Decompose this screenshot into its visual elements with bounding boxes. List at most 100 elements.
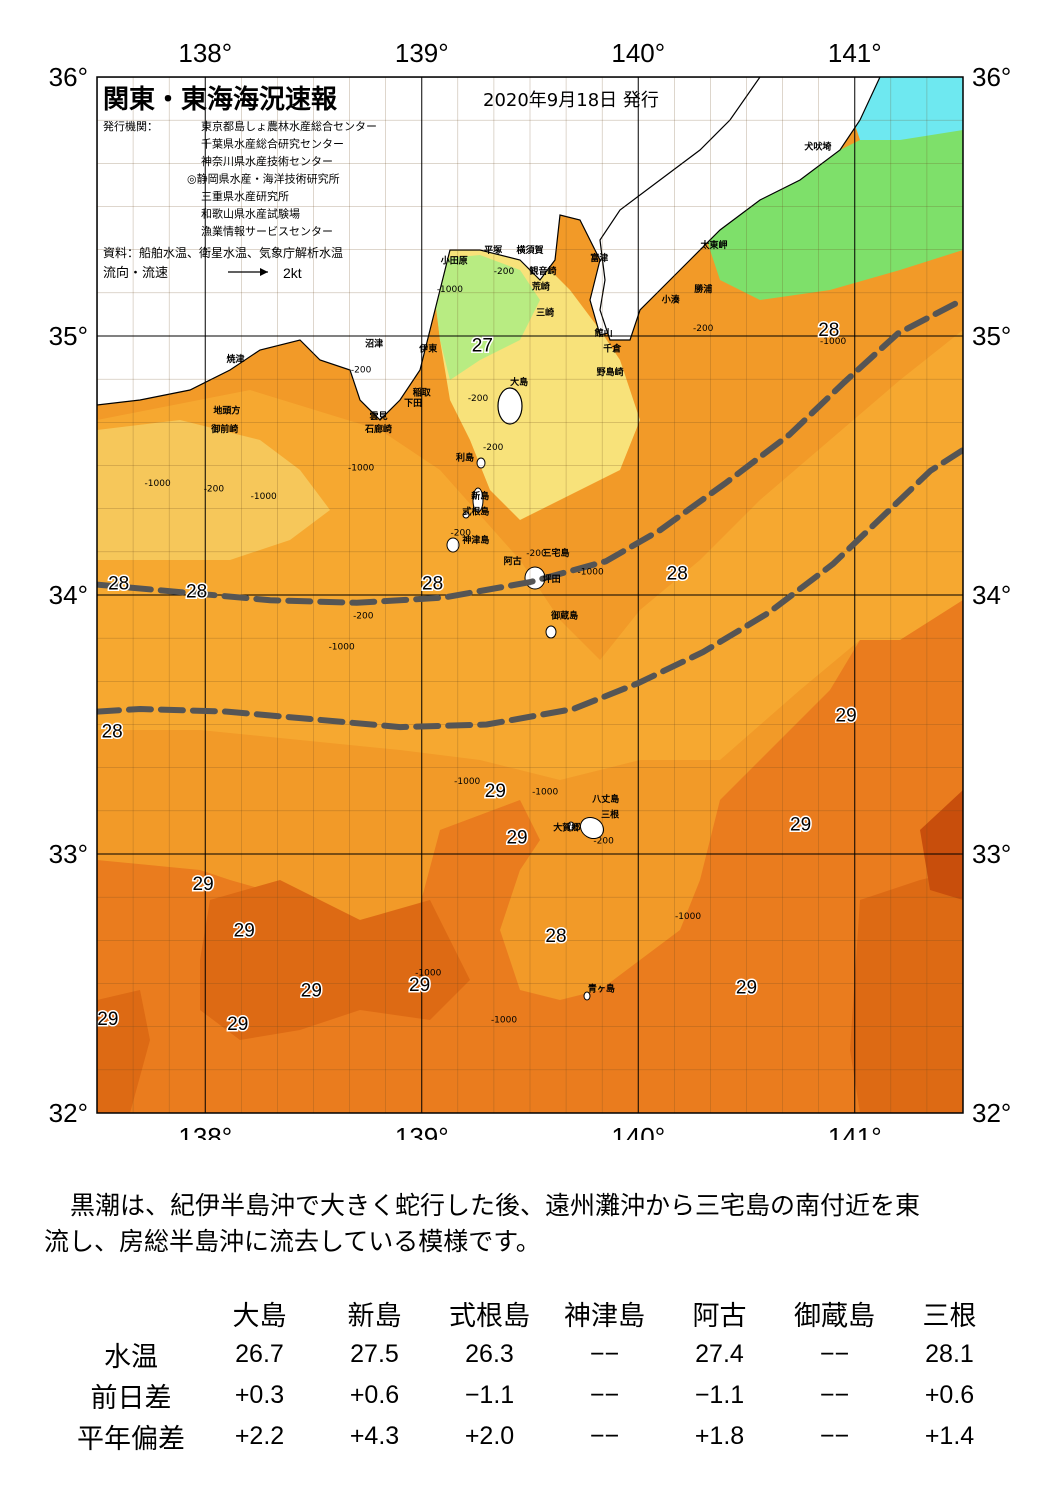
lon-label-bottom: 141° bbox=[828, 1122, 882, 1140]
zone-cyan bbox=[850, 77, 963, 140]
issuer-name: 三重県水産研究所 bbox=[201, 189, 289, 203]
place-name: 大賀郷 bbox=[553, 822, 580, 834]
table-cell: −1.1 bbox=[464, 1381, 515, 1409]
place-name: 三宅島 bbox=[542, 547, 569, 559]
depth-label: -200 bbox=[204, 484, 225, 494]
lon-label-bottom: 140° bbox=[611, 1122, 665, 1140]
issuer-name: 東京都島しょ農林水産総合センター bbox=[201, 119, 377, 133]
depth-label: -1000 bbox=[145, 479, 171, 489]
depth-label: -200 bbox=[451, 528, 472, 538]
description: 黒潮は、紀伊半島沖で大きく蛇行した後、遠州灘沖から三宅島の南付近を東 流し、房総… bbox=[44, 1188, 1030, 1260]
isotherm-label: 29 bbox=[506, 827, 527, 848]
lon-label-top: 141° bbox=[828, 38, 882, 68]
depth-label: -1000 bbox=[578, 567, 604, 577]
depth-label: -1000 bbox=[820, 337, 846, 347]
grid-major bbox=[97, 77, 963, 1113]
isotherm-label: 28 bbox=[422, 574, 443, 595]
map-frame bbox=[96, 76, 964, 1114]
place-name: 観音崎 bbox=[529, 265, 556, 277]
lon-label-bottom: 139° bbox=[395, 1122, 449, 1140]
issuer-name: 和歌山県水産試験場 bbox=[201, 207, 300, 221]
lat-label-right: 35° bbox=[972, 321, 1011, 351]
row-header: 平年偏差 bbox=[77, 1424, 185, 1455]
isotherm-label: 29 bbox=[193, 874, 214, 895]
depth-label: -1000 bbox=[454, 777, 480, 787]
grid-minor bbox=[97, 77, 963, 1113]
column-header: 三根 bbox=[922, 1300, 977, 1332]
isotherm-label: 29 bbox=[227, 1014, 248, 1035]
isotherm-label: 28 bbox=[818, 320, 839, 341]
table-cell: −− bbox=[589, 1340, 620, 1368]
table-cell: 28.1 bbox=[925, 1340, 974, 1368]
depth-label: -200 bbox=[353, 611, 374, 621]
kuroshio-path-2 bbox=[97, 447, 963, 731]
island-toshima bbox=[476, 457, 486, 469]
place-name: 稲取 bbox=[413, 387, 432, 399]
column-header: 式根島 bbox=[449, 1300, 530, 1332]
isotherm-label: 29 bbox=[736, 978, 757, 999]
observation-table: 大島 新島 式根島 神津島 阿古 御蔵島 三根 水温 26.7 27.5 26.… bbox=[60, 1292, 1007, 1457]
place-name: 小田原 bbox=[440, 254, 468, 266]
place-name: 横須賀 bbox=[516, 244, 543, 256]
isotherm-labels: 27 28 28 28 28 28 28 29 29 29 29 29 29 28 29 29 29 29 29 bbox=[97, 318, 858, 1036]
table-header-row: 大島 新島 式根島 神津島 阿古 御蔵島 三根 bbox=[60, 1292, 1007, 1334]
table-cell: −− bbox=[819, 1340, 850, 1368]
isotherm-label: 29 bbox=[97, 1009, 118, 1030]
kuroshio-axis bbox=[97, 296, 963, 731]
place-name: 利島 bbox=[455, 451, 474, 463]
island-shikinejima bbox=[462, 511, 470, 519]
place-name: 八丈島 bbox=[591, 793, 619, 805]
place-name: 地頭方 bbox=[213, 405, 240, 417]
place-name: 館山 bbox=[594, 327, 613, 339]
isotherm-label: 29 bbox=[790, 815, 811, 836]
place-name: 御蔵島 bbox=[550, 609, 578, 621]
map-area: -1000 -200 -200 -1000 -200 -200 -200 -1000 -1000… bbox=[97, 77, 963, 1113]
issuer-name: 漁業情報サービスセンター bbox=[201, 224, 333, 238]
depth-labels: -1000 -200 -200 -1000 -200 -200 -200 -1000 -1000… bbox=[145, 267, 847, 1026]
place-name: 下田 bbox=[404, 398, 422, 409]
land-boso bbox=[599, 77, 881, 341]
table-cell: 26.3 bbox=[465, 1340, 514, 1368]
depth-label: -1000 bbox=[251, 492, 277, 502]
depth-label: -1000 bbox=[415, 969, 441, 979]
island-niijima bbox=[472, 487, 484, 513]
lat-label-left: 32° bbox=[49, 1098, 88, 1128]
table-row-water-temp: 水温 26.7 27.5 26.3 −− 27.4 −− 28.1 bbox=[60, 1334, 1007, 1375]
table-cell: +2.2 bbox=[234, 1422, 285, 1450]
table-cell: −1.1 bbox=[694, 1381, 745, 1409]
description-line-1: 黒潮は、紀伊半島沖で大きく蛇行した後、遠州灘沖から三宅島の南付近を東 bbox=[70, 1191, 921, 1220]
legend-value: 2kt bbox=[283, 265, 302, 281]
place-name: 大島 bbox=[510, 376, 528, 388]
isotherm-label: 28 bbox=[545, 926, 566, 947]
column-header: 大島 bbox=[232, 1300, 287, 1332]
data-source: 資料：船舶水温、衛星水温、気象庁解析水温 bbox=[103, 245, 343, 260]
table-cell: +0.3 bbox=[234, 1381, 285, 1409]
table-cell: +0.6 bbox=[924, 1381, 975, 1409]
issuer-list: 東京都島しょ農林水産総合センター千葉県水産総合研究センター神奈川県水産技術センタ… bbox=[187, 119, 377, 238]
zone-29-sw bbox=[97, 990, 150, 1113]
table-cell: 26.7 bbox=[235, 1340, 284, 1368]
place-name: 伊東 bbox=[418, 343, 437, 355]
lat-label-right: 33° bbox=[972, 839, 1011, 869]
depth-label: -200 bbox=[693, 324, 714, 334]
place-name: 富津 bbox=[590, 252, 608, 264]
island-hachijojima bbox=[579, 816, 605, 840]
place-name: 勝浦 bbox=[694, 283, 712, 295]
column-header: 新島 bbox=[347, 1300, 402, 1332]
map-title: 関東・東海海況速報 bbox=[103, 85, 338, 115]
row-header: 水温 bbox=[104, 1342, 158, 1373]
depth-label: -200 bbox=[468, 394, 489, 404]
island-mikurajima bbox=[545, 625, 557, 639]
place-name: 新島 bbox=[471, 490, 489, 502]
depth-label: -1000 bbox=[329, 642, 355, 652]
zone-27-west bbox=[97, 420, 330, 560]
table-row-normal-diff: 平年偏差 +2.2 +4.3 +2.0 −− +1.8 −− +1.4 bbox=[60, 1416, 1007, 1457]
lon-label-top: 138° bbox=[178, 38, 232, 68]
depth-label: -1000 bbox=[675, 912, 701, 922]
depth-label: -200 bbox=[483, 443, 504, 453]
place-name: 雲見 bbox=[369, 410, 387, 422]
zone-29-east bbox=[850, 870, 963, 1113]
island-aogashima bbox=[583, 991, 591, 1001]
depth-label: -200 bbox=[494, 267, 515, 277]
place-name: 太東岬 bbox=[700, 239, 728, 251]
